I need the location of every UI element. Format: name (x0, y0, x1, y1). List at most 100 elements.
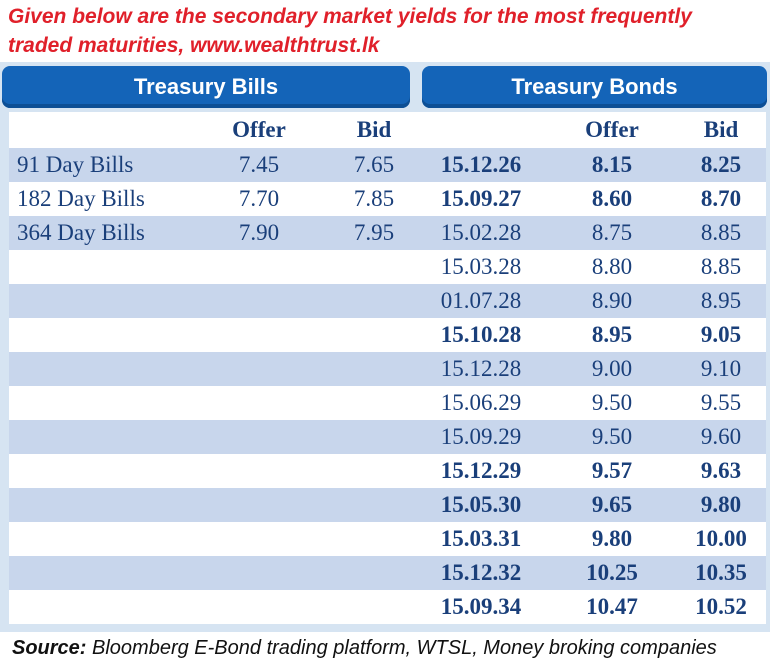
bill-bid-cell (339, 318, 409, 352)
bill-bid-cell (339, 590, 409, 624)
bond-bid-cell: 8.25 (700, 152, 742, 177)
bill-bid-cell (339, 488, 409, 522)
bill-offer-cell (214, 522, 304, 556)
table-row: 01.07.28 8.90 8.95 (9, 284, 766, 318)
yields-table: Offer Bid Offer Bid 91 Day Bills 7.45 7.65… (9, 112, 766, 624)
bond-maturity-cell: 15.12.28 (440, 356, 522, 381)
table-row: 15.10.28 8.95 9.05 (9, 318, 766, 352)
table-row: 91 Day Bills 7.45 7.65 15.12.26 8.15 8.25 (9, 148, 766, 182)
bond-offer-cell: 8.75 (591, 220, 633, 245)
bond-bid-cell: 9.55 (700, 390, 742, 415)
bond-maturity-cell: 15.12.26 (440, 152, 522, 177)
bill-name-cell: 364 Day Bills (17, 220, 145, 245)
bill-bid-cell (339, 420, 409, 454)
table-row: 15.03.31 9.80 10.00 (9, 522, 766, 556)
bill-bid-cell (339, 454, 409, 488)
bill-name-cell: 91 Day Bills (17, 152, 134, 177)
bond-bid-cell: 10.35 (695, 560, 747, 585)
bond-maturity-cell: 15.12.32 (440, 560, 522, 585)
table-body: 91 Day Bills 7.45 7.65 15.12.26 8.15 8.25 182 … (9, 148, 766, 624)
bond-maturity-cell: 15.09.29 (440, 424, 522, 449)
bond-maturity-cell: 15.12.29 (440, 458, 522, 483)
bill-offer-cell (214, 488, 304, 522)
bill-offer-cell (214, 386, 304, 420)
bond-bid-cell: 8.85 (700, 254, 742, 279)
bills-bid-column-header: Bid (356, 117, 392, 142)
source-text: Bloomberg E-Bond trading platform, WTSL,… (86, 637, 717, 659)
bill-name-cell (17, 590, 217, 624)
bond-bid-cell: 9.80 (700, 492, 742, 517)
bond-maturity-cell: 15.05.30 (440, 492, 522, 517)
bond-offer-cell: 9.65 (591, 492, 633, 517)
treasury-bills-header: Treasury Bills (2, 66, 410, 108)
bond-maturity-cell: 01.07.28 (440, 288, 522, 313)
bond-maturity-cell: 15.09.34 (440, 594, 522, 619)
table-row: 15.09.34 10.47 10.52 (9, 590, 766, 624)
table-row: 15.12.29 9.57 9.63 (9, 454, 766, 488)
caption: Given below are the secondary market yie… (8, 2, 768, 60)
bill-offer-cell (214, 318, 304, 352)
bill-name-cell (17, 284, 217, 318)
bill-bid-cell (339, 386, 409, 420)
table-row: 182 Day Bills 7.70 7.85 15.09.27 8.60 8.70 (9, 182, 766, 216)
bill-name-cell: 182 Day Bills (17, 186, 145, 211)
bond-bid-cell: 9.05 (700, 322, 742, 347)
bond-maturity-cell: 15.03.31 (440, 526, 522, 551)
bond-bid-cell: 8.95 (700, 288, 742, 313)
bill-bid-cell (339, 352, 409, 386)
bill-name-cell (17, 556, 217, 590)
bill-name-cell (17, 488, 217, 522)
bond-offer-cell: 9.80 (591, 526, 633, 551)
table-row: 15.12.28 9.00 9.10 (9, 352, 766, 386)
bill-bid-cell: 7.65 (353, 152, 395, 177)
source-note: Source: Bloomberg E-Bond trading platfor… (12, 634, 768, 662)
bill-bid-cell (339, 556, 409, 590)
bond-offer-cell: 8.80 (591, 254, 633, 279)
bond-offer-cell: 9.00 (591, 356, 633, 381)
bill-bid-cell: 7.85 (353, 186, 395, 211)
bill-offer-cell: 7.70 (238, 186, 280, 211)
bill-bid-cell (339, 250, 409, 284)
bonds-offer-column-header: Offer (585, 117, 639, 142)
bond-offer-cell: 9.50 (591, 424, 633, 449)
bill-bid-cell: 7.95 (353, 220, 395, 245)
bond-offer-cell: 10.47 (586, 594, 638, 619)
table-row: 15.05.30 9.65 9.80 (9, 488, 766, 522)
table-row: 364 Day Bills 7.90 7.95 15.02.28 8.75 8.85 (9, 216, 766, 250)
bonds-bid-column-header: Bid (703, 117, 739, 142)
bill-name-cell (17, 250, 217, 284)
table-row: 15.09.29 9.50 9.60 (9, 420, 766, 454)
bill-offer-cell (214, 454, 304, 488)
bond-bid-cell: 9.60 (700, 424, 742, 449)
bond-bid-cell: 10.52 (695, 594, 747, 619)
bill-offer-cell: 7.90 (238, 220, 280, 245)
bill-name-cell (17, 454, 217, 488)
bond-maturity-cell: 15.06.29 (440, 390, 522, 415)
bond-bid-cell: 10.00 (695, 526, 747, 551)
bill-offer-cell (214, 590, 304, 624)
bill-offer-cell: 7.45 (238, 152, 280, 177)
treasury-bonds-header: Treasury Bonds (422, 66, 767, 108)
bond-bid-cell: 8.70 (700, 186, 742, 211)
bill-offer-cell (214, 284, 304, 318)
bond-offer-cell: 10.25 (586, 560, 638, 585)
bond-offer-cell: 8.60 (591, 186, 633, 211)
caption-line-1: Given below are the secondary market yie… (8, 5, 692, 28)
bond-bid-cell: 8.85 (700, 220, 742, 245)
table-row: 15.12.32 10.25 10.35 (9, 556, 766, 590)
bill-offer-cell (214, 420, 304, 454)
bond-bid-cell: 9.10 (700, 356, 742, 381)
table-row: 15.03.28 8.80 8.85 (9, 250, 766, 284)
source-label: Source: (12, 637, 87, 659)
bills-offer-column-header: Offer (232, 117, 286, 142)
bond-maturity-cell: 15.10.28 (440, 322, 522, 347)
bill-name-cell (17, 420, 217, 454)
bond-offer-cell: 9.50 (591, 390, 633, 415)
bond-bid-cell: 9.63 (700, 458, 742, 483)
bond-maturity-cell: 15.09.27 (440, 186, 522, 211)
table-row: 15.06.29 9.50 9.55 (9, 386, 766, 420)
bond-offer-cell: 8.90 (591, 288, 633, 313)
bill-bid-cell (339, 522, 409, 556)
column-header-row: Offer Bid Offer Bid (9, 112, 766, 148)
bill-offer-cell (214, 556, 304, 590)
